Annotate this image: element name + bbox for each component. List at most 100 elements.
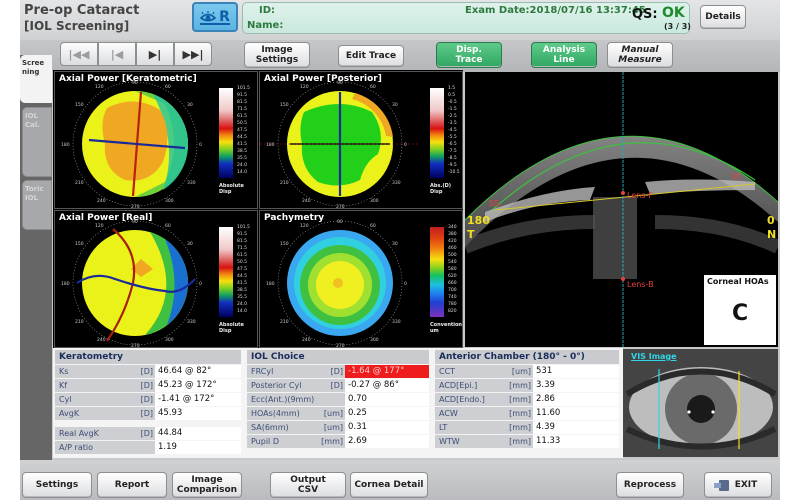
keratometry-title: Keratometry: [55, 350, 241, 364]
table-row: Cyl [D] -1.41 @ 172°: [55, 393, 241, 406]
lens-front-label: Lens-F: [627, 191, 653, 200]
vis-image-panel[interactable]: VIS Image: [623, 349, 778, 457]
table-row: LT [mm] 4.39: [435, 421, 619, 434]
app-window: Pre-op Cataract [IOL Screening] R ID: Na…: [20, 0, 780, 500]
svg-text:0: 0: [199, 281, 202, 287]
exit-button[interactable]: EXIT: [704, 472, 772, 498]
oct-cross-section[interactable]: SS SS Lens-F Lens-B 180 T 0 N Corneal HO…: [465, 72, 778, 347]
svg-text:60: 60: [370, 84, 376, 90]
prev-frame-button[interactable]: |◀: [98, 42, 136, 66]
ss-right-label: SS: [731, 172, 742, 181]
image-comparison-button[interactable]: Image Comparison: [172, 472, 242, 498]
svg-text:180: 180: [266, 142, 275, 148]
table-row: Ks [D] 46.64 @ 82°: [55, 365, 241, 378]
map-title: Axial Power [Real]: [59, 213, 153, 223]
svg-text:330: 330: [187, 319, 196, 325]
tab-iol-cal[interactable]: IOL Cal.: [22, 107, 52, 177]
iol-choice-title: IOL Choice: [247, 350, 429, 364]
svg-text:240: 240: [302, 198, 311, 204]
svg-text:0: 0: [404, 281, 407, 287]
svg-text:240: 240: [97, 337, 106, 343]
table-row: Real AvgK [D] 44.84: [55, 427, 241, 440]
frame-navigation: |◀◀ |◀ ▶| ▶▶|: [60, 42, 212, 66]
table-row: ACD[Endo.] [mm] 2.86: [435, 393, 619, 406]
table-row: Pupil D [mm] 2.69: [247, 435, 429, 448]
svg-text:300: 300: [165, 198, 174, 204]
svg-text:90: 90: [337, 219, 343, 225]
color-scale-bar: [430, 88, 444, 178]
svg-text:90: 90: [132, 219, 138, 225]
table-row: CCT [um] 531: [435, 365, 619, 378]
next-frame-button[interactable]: ▶|: [136, 42, 174, 66]
disp-trace-button[interactable]: Disp. Trace: [436, 42, 502, 68]
tab-toric-iol[interactable]: Toric IOL: [22, 180, 52, 230]
last-frame-button[interactable]: ▶▶|: [174, 42, 212, 66]
eye-icon: [200, 11, 217, 22]
svg-text:330: 330: [392, 180, 401, 186]
svg-text:180: 180: [61, 281, 70, 287]
nasal-angle-label: 0: [767, 214, 775, 227]
svg-text:150: 150: [280, 102, 289, 108]
map-axial-keratometric[interactable]: 90 60 30 0 330 300 270 240 210 180 150 120 Axia…: [54, 71, 258, 209]
app-title: Pre-op Cataract: [24, 3, 140, 18]
step-back-icon: |◀: [110, 47, 124, 61]
reprocess-button[interactable]: Reprocess: [616, 472, 684, 498]
qs-label: QS:: [632, 7, 658, 22]
bottom-bar: Settings Report Image Comparison Output …: [20, 460, 780, 500]
table-row: AvgK [D] 45.93: [55, 407, 241, 420]
svg-text:120: 120: [300, 223, 309, 229]
svg-text:210: 210: [75, 319, 84, 325]
corneal-hoas-panel: Corneal HOAs C: [704, 275, 776, 345]
manual-measure-button[interactable]: Manual Measure: [607, 42, 673, 68]
nasal-side-label: N: [767, 228, 777, 241]
map-axial-real[interactable]: 90 60 30 0 330 300 270 240 210 180 150 120 Axial…: [54, 210, 258, 348]
svg-text:60: 60: [165, 84, 171, 90]
table-row: SA(6mm) [um] 0.31: [247, 421, 429, 434]
edit-trace-button[interactable]: Edit Trace: [338, 45, 404, 67]
report-button[interactable]: Report: [97, 472, 167, 498]
vis-image-title: VIS Image: [631, 352, 677, 361]
map-pachymetry[interactable]: 90 60 30 0 330 300 270 240 210 180 150 120 Pachy…: [259, 210, 463, 348]
first-frame-button[interactable]: |◀◀: [60, 42, 98, 66]
eye-side-button[interactable]: R: [192, 2, 238, 32]
svg-text:30: 30: [392, 241, 398, 247]
topography-maps: 90 60 30 0 330 300 270 240 210 180 150 120 Axia…: [53, 70, 463, 348]
table-row: Ecc(Ant.)(9mm) 0.70: [247, 393, 429, 406]
ss-left-label: SS: [489, 199, 500, 208]
svg-text:60: 60: [165, 223, 171, 229]
output-csv-button[interactable]: Output CSV: [270, 472, 346, 498]
cornea-detail-button[interactable]: Cornea Detail: [350, 472, 428, 498]
step-forward-icon: ▶|: [148, 47, 162, 61]
color-scale-bar: [219, 88, 233, 178]
map-axial-posterior[interactable]: 90 60 30 0 330 300 270 240 210 180 150 120 Axial…: [259, 71, 463, 209]
exit-label: EXIT: [734, 479, 758, 490]
details-button[interactable]: Details: [700, 5, 746, 29]
svg-text:330: 330: [187, 180, 196, 186]
svg-text:210: 210: [75, 180, 84, 186]
tab-screening[interactable]: Scree ning: [20, 55, 52, 103]
anterior-chamber-table: Anterior Chamber (180° - 0°) CCT [um] 531 …: [435, 350, 619, 448]
temporal-angle-label: 180: [467, 214, 490, 227]
svg-text:150: 150: [75, 102, 84, 108]
settings-button[interactable]: Settings: [22, 472, 92, 498]
svg-text:90: 90: [337, 80, 343, 86]
skip-last-icon: ▶▶|: [182, 47, 204, 61]
patient-id-label: ID:: [259, 5, 276, 16]
patient-name-label: Name:: [247, 20, 284, 31]
measurement-tables: Keratometry Ks [D] 46.64 @ 82° Kf [D] 45.23 …: [53, 348, 623, 458]
oct-image-graphic: [465, 72, 778, 347]
svg-text:210: 210: [280, 319, 289, 325]
table-row: WTW [mm] 11.33: [435, 435, 619, 448]
svg-text:300: 300: [370, 198, 379, 204]
svg-text:300: 300: [370, 337, 379, 343]
analysis-line-button[interactable]: Analysis Line: [531, 42, 597, 68]
svg-text:240: 240: [302, 337, 311, 343]
svg-text:180: 180: [61, 142, 70, 148]
angle-90: 90: [132, 80, 138, 86]
image-settings-button[interactable]: Image Settings: [244, 42, 310, 68]
eye-underline: [200, 23, 230, 25]
svg-text:120: 120: [95, 223, 104, 229]
color-scale-bar: [219, 227, 233, 317]
